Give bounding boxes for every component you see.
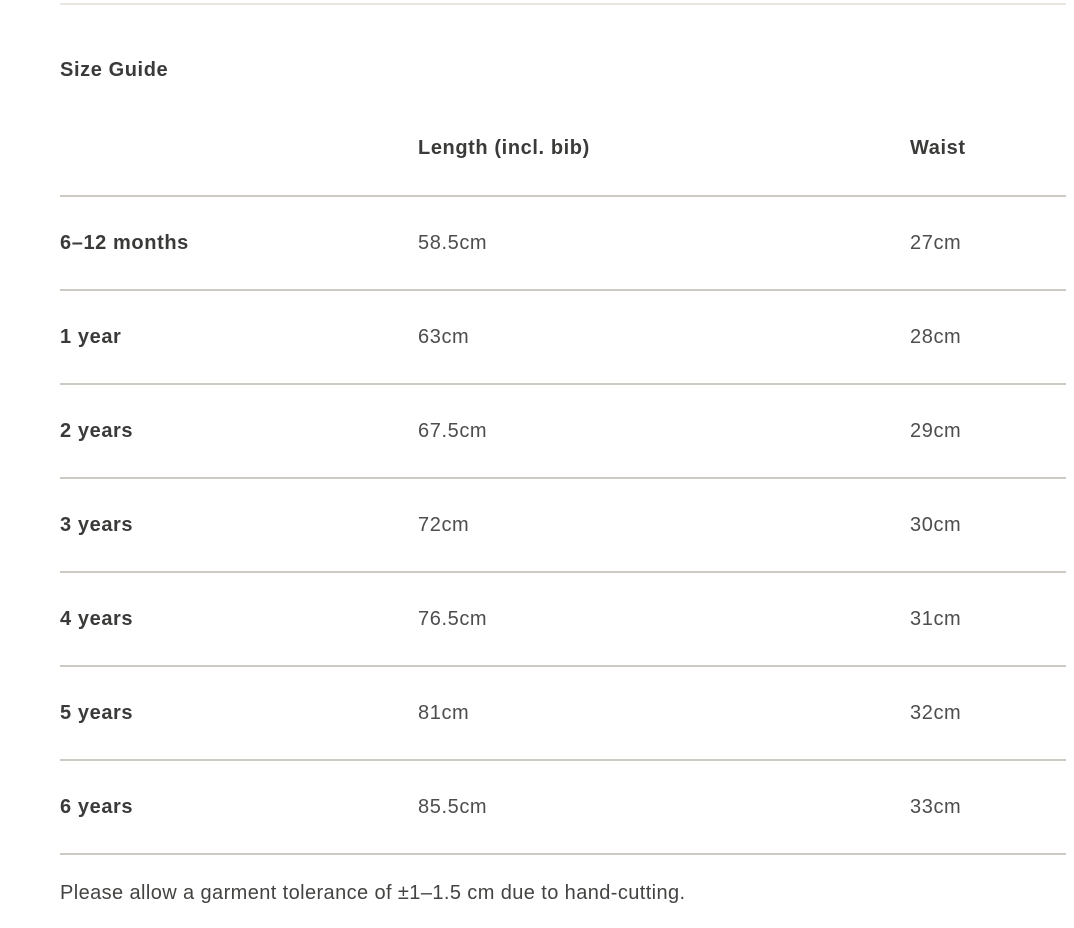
row-waist-value: 29cm xyxy=(910,419,962,442)
size-table-body: 6–12 months 58.5cm 27cm 1 year 63cm 28cm… xyxy=(60,197,1066,855)
row-size-label: 5 years xyxy=(60,701,134,724)
row-size-label: 4 years xyxy=(60,607,134,630)
column-header-size xyxy=(60,137,418,159)
row-length-value: 72cm xyxy=(418,513,470,536)
row-length-value: 58.5cm xyxy=(418,231,488,254)
row-length-value: 63cm xyxy=(418,325,470,348)
row-waist-value: 33cm xyxy=(910,795,962,818)
top-divider xyxy=(60,3,1066,5)
row-waist-value: 30cm xyxy=(910,513,962,536)
row-size-label: 1 year xyxy=(60,325,122,348)
table-row: 5 years 81cm 32cm xyxy=(60,667,1066,761)
row-length-value: 81cm xyxy=(418,701,470,724)
table-row: 2 years 67.5cm 29cm xyxy=(60,385,1066,479)
table-row: 3 years 72cm 30cm xyxy=(60,479,1066,573)
size-guide-section: Size Guide Length (incl. bib) Waist 6–12… xyxy=(60,0,1066,906)
row-length-value: 76.5cm xyxy=(418,607,488,630)
table-row: 6–12 months 58.5cm 27cm xyxy=(60,197,1066,291)
garment-tolerance-note: Please allow a garment tolerance of ±1–1… xyxy=(60,882,686,904)
row-waist-value: 32cm xyxy=(910,701,962,724)
table-row: 4 years 76.5cm 31cm xyxy=(60,573,1066,667)
page-title: Size Guide xyxy=(60,59,169,81)
row-waist-value: 31cm xyxy=(910,607,962,630)
row-waist-value: 28cm xyxy=(910,325,962,348)
row-size-label: 3 years xyxy=(60,513,134,536)
table-row: 6 years 85.5cm 33cm xyxy=(60,761,1066,855)
table-row: 1 year 63cm 28cm xyxy=(60,291,1066,385)
size-table-header-row: Length (incl. bib) Waist xyxy=(60,137,1066,197)
column-header-length: Length (incl. bib) xyxy=(418,137,590,159)
column-header-waist: Waist xyxy=(910,137,966,159)
row-waist-value: 27cm xyxy=(910,231,962,254)
row-length-value: 85.5cm xyxy=(418,795,488,818)
row-size-label: 6–12 months xyxy=(60,231,189,254)
row-size-label: 6 years xyxy=(60,795,134,818)
row-size-label: 2 years xyxy=(60,419,134,442)
row-length-value: 67.5cm xyxy=(418,419,488,442)
